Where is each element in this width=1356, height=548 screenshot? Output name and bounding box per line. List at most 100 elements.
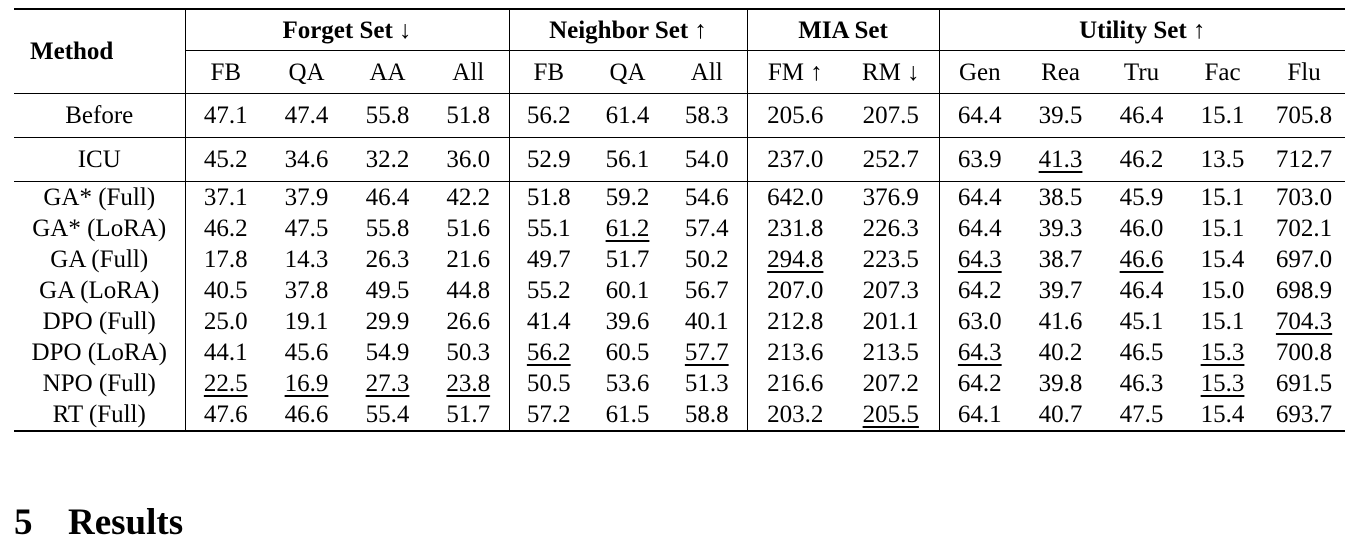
value-cell: 50.2 bbox=[684, 246, 729, 273]
value-cell: 17.8 bbox=[184, 244, 266, 275]
value-cell: 64.4 bbox=[938, 93, 1021, 138]
value-cell: 54.0 bbox=[667, 137, 748, 182]
method-cell: GA (Full) bbox=[50, 246, 149, 273]
value-cell: 64.2 bbox=[938, 275, 1021, 306]
value-cell: 226.3 bbox=[862, 215, 919, 242]
value-cell: 21.6 bbox=[446, 246, 491, 273]
value-cell: 15.3 bbox=[1200, 370, 1245, 397]
value-cell: 29.9 bbox=[365, 308, 410, 335]
value-cell: 47.1 bbox=[184, 93, 266, 138]
value-cell: 47.5 bbox=[284, 215, 329, 242]
value-cell: 207.0 bbox=[746, 275, 844, 306]
value-cell: 22.5 bbox=[184, 368, 266, 399]
column-header: RM ↓ bbox=[843, 50, 940, 94]
value-cell: 41.4 bbox=[508, 306, 588, 337]
value-cell: 207.5 bbox=[843, 93, 940, 138]
value-cell: 39.7 bbox=[1038, 277, 1083, 304]
column-header: All bbox=[667, 50, 748, 94]
value-cell: 64.1 bbox=[938, 399, 1021, 431]
column-header: Tru bbox=[1101, 50, 1183, 94]
method-column-header: Method bbox=[14, 9, 185, 94]
value-cell: 46.4 bbox=[1119, 277, 1164, 304]
value-cell: 691.5 bbox=[1275, 370, 1333, 397]
section-number: 5 bbox=[14, 502, 33, 543]
value-cell: 201.1 bbox=[862, 308, 919, 335]
value-cell: 47.5 bbox=[1119, 401, 1164, 428]
value-cell: 51.8 bbox=[508, 181, 588, 213]
table-row: DPO (Full) 25.0 19.1 29.9 26.6 41.4 39.6 40.1 21… bbox=[14, 306, 1345, 337]
value-cell: 702.1 bbox=[1275, 215, 1333, 242]
method-cell: NPO (Full) bbox=[42, 370, 156, 397]
value-cell: 55.2 bbox=[508, 275, 588, 306]
value-cell: 46.0 bbox=[1119, 215, 1164, 242]
value-cell: 44.8 bbox=[446, 277, 491, 304]
value-cell: 25.0 bbox=[184, 306, 266, 337]
value-cell: 41.3 bbox=[1020, 137, 1102, 182]
value-cell: 39.5 bbox=[1020, 93, 1102, 138]
value-cell: 54.9 bbox=[365, 339, 410, 366]
value-cell: 19.1 bbox=[284, 308, 329, 335]
value-cell: 39.6 bbox=[605, 308, 650, 335]
value-cell: 45.9 bbox=[1119, 184, 1164, 211]
value-cell: 207.3 bbox=[862, 277, 919, 304]
value-cell: 700.8 bbox=[1275, 339, 1333, 366]
value-cell: 46.5 bbox=[1119, 339, 1164, 366]
value-cell: 47.4 bbox=[266, 93, 347, 138]
value-cell: 32.2 bbox=[347, 137, 428, 182]
value-cell: 223.5 bbox=[862, 246, 919, 273]
value-cell: 51.7 bbox=[446, 401, 491, 428]
table-row: GA* (LoRA) 46.2 47.5 55.8 51.6 55.1 61.2 57.4 23… bbox=[14, 213, 1345, 244]
value-cell: 42.2 bbox=[446, 184, 491, 211]
table-row: ICU 45.2 34.6 32.2 36.0 52.9 56.1 54.0 237.0 252.… bbox=[14, 137, 1346, 182]
method-cell: RT (Full) bbox=[52, 401, 146, 428]
value-cell: 27.3 bbox=[365, 370, 410, 397]
group-header: Forget Set ↓ bbox=[184, 9, 509, 51]
table-row: GA (Full) 17.8 14.3 26.3 21.6 49.7 51.7 50.2 294… bbox=[14, 244, 1345, 275]
value-cell: 56.7 bbox=[684, 277, 729, 304]
value-cell: 38.7 bbox=[1038, 246, 1083, 273]
table-row: Before 47.1 47.4 55.8 51.8 56.2 61.4 58.3 205.6 2… bbox=[14, 93, 1346, 138]
value-cell: 15.1 bbox=[1200, 308, 1245, 335]
value-cell: 44.1 bbox=[184, 337, 266, 368]
value-cell: 698.9 bbox=[1275, 277, 1333, 304]
value-cell: 47.6 bbox=[184, 399, 266, 431]
value-cell: 205.6 bbox=[746, 93, 844, 138]
value-cell: 46.6 bbox=[1119, 246, 1164, 273]
value-cell: 46.2 bbox=[184, 213, 266, 244]
value-cell: 697.0 bbox=[1275, 246, 1333, 273]
value-cell: 39.3 bbox=[1038, 215, 1083, 242]
sub-header-row: FB QA AA All FB QA All FM ↑ RM ↓ Gen Rea Tru Fac Flu bbox=[14, 50, 1346, 94]
table-row: GA* (Full) 37.1 37.9 46.4 42.2 51.8 59.2 54.6 64… bbox=[14, 181, 1345, 213]
value-cell: 63.0 bbox=[938, 306, 1021, 337]
value-cell: 40.2 bbox=[1038, 339, 1083, 366]
value-cell: 39.8 bbox=[1038, 370, 1083, 397]
value-cell: 231.8 bbox=[746, 213, 844, 244]
table-head: Method Forget Set ↓ Neighbor Set ↑ MIA Set U… bbox=[14, 9, 1346, 94]
value-cell: 61.4 bbox=[588, 93, 667, 138]
table-row: NPO (Full) 22.5 16.9 27.3 23.8 50.5 53.6 51.3 21… bbox=[14, 368, 1345, 399]
value-cell: 704.3 bbox=[1275, 308, 1333, 335]
value-cell: 56.2 bbox=[508, 93, 588, 138]
group-header-row: Method Forget Set ↓ Neighbor Set ↑ MIA Set U… bbox=[14, 9, 1346, 94]
column-header: QA bbox=[266, 50, 347, 94]
method-cell: DPO (Full) bbox=[42, 308, 156, 335]
value-cell: 54.6 bbox=[684, 184, 729, 211]
value-cell: 15.1 bbox=[1200, 215, 1245, 242]
table-body: Before 47.1 47.4 55.8 51.8 56.2 61.4 58.3 205.6 2… bbox=[14, 93, 1346, 431]
value-cell: 46.4 bbox=[365, 184, 410, 211]
value-cell: 252.7 bbox=[843, 137, 940, 182]
value-cell: 55.1 bbox=[508, 213, 588, 244]
value-cell: 15.0 bbox=[1200, 277, 1245, 304]
value-cell: 64.3 bbox=[938, 244, 1021, 275]
table-row: RT (Full) 47.6 46.6 55.4 51.7 57.2 61.5 58.8 203… bbox=[14, 399, 1345, 431]
value-cell: 56.1 bbox=[588, 137, 667, 182]
value-cell: 46.4 bbox=[1101, 93, 1183, 138]
group-header: Utility Set ↑ bbox=[938, 9, 1346, 51]
value-cell: 55.8 bbox=[347, 93, 428, 138]
value-cell: 60.5 bbox=[605, 339, 650, 366]
value-cell: 52.9 bbox=[508, 137, 588, 182]
value-cell: 203.2 bbox=[746, 399, 844, 431]
table-row: GA (LoRA) 40.5 37.8 49.5 44.8 55.2 60.1 56.7 207… bbox=[14, 275, 1345, 306]
method-cell: ICU bbox=[14, 137, 185, 182]
value-cell: 15.4 bbox=[1200, 401, 1245, 428]
